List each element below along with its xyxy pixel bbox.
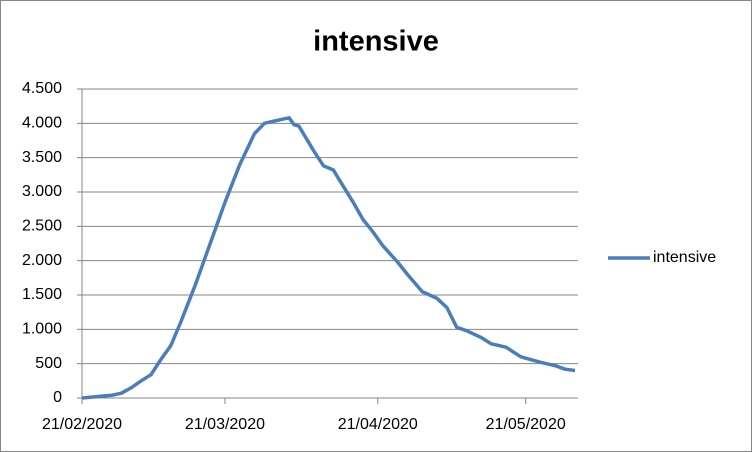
y-tick-label: 3.500 — [22, 149, 62, 166]
legend-label: intensive — [653, 249, 716, 266]
data-line — [81, 116, 576, 400]
y-tick-label: 3.000 — [22, 183, 62, 200]
chart-title: intensive — [313, 26, 439, 58]
x-tick-label: 21/05/2020 — [486, 416, 566, 433]
y-tick-label: 500 — [35, 355, 62, 372]
x-tick-label: 21/04/2020 — [338, 416, 418, 433]
y-tick-label: 1.000 — [22, 321, 62, 338]
y-tick-label: 1.500 — [22, 286, 62, 303]
y-tick-label: 0 — [53, 389, 62, 406]
x-tick-label: 21/02/2020 — [42, 416, 122, 433]
y-tick-label: 4.000 — [22, 115, 62, 132]
y-tick-label: 4.500 — [22, 80, 62, 97]
y-tick-label: 2.000 — [22, 252, 62, 269]
y-tick-label: 2.500 — [22, 218, 62, 235]
x-tick-label: 21/03/2020 — [185, 416, 265, 433]
